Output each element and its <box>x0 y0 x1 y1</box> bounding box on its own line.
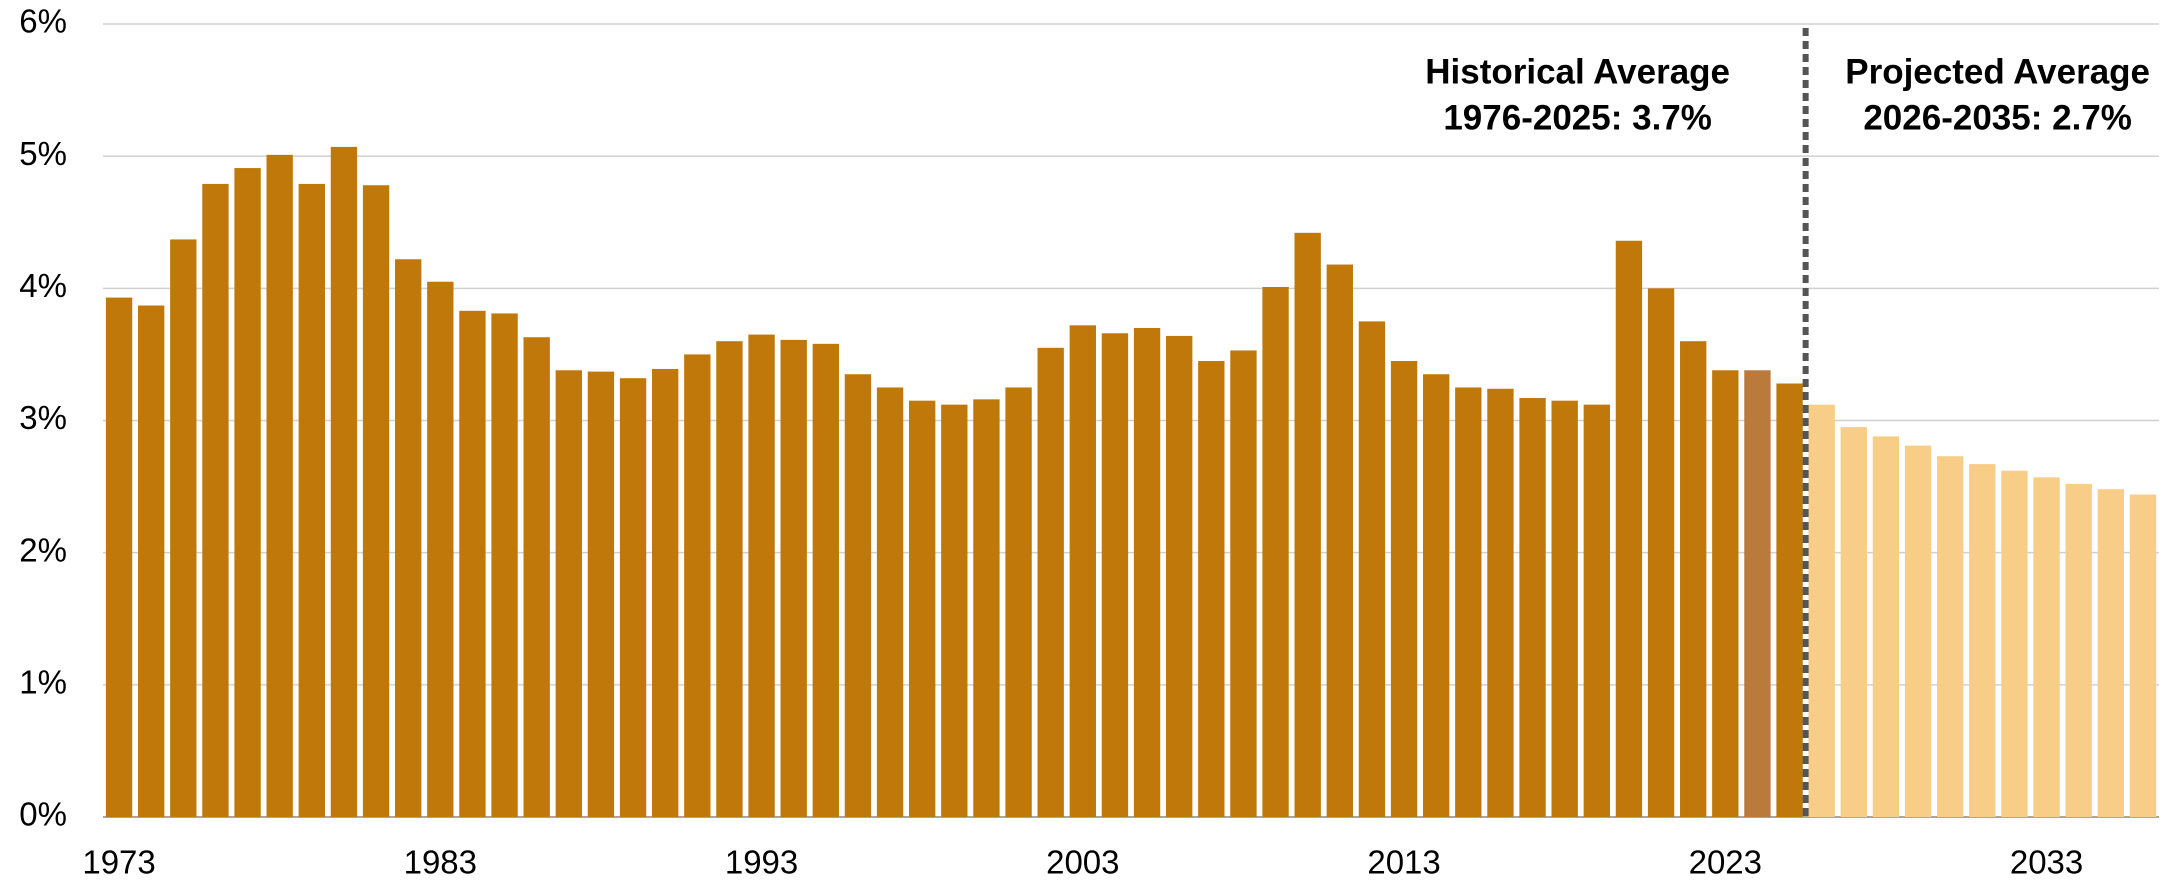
bar <box>1904 445 1932 817</box>
bar <box>1647 288 1675 817</box>
bar <box>2129 494 2157 817</box>
bar <box>395 259 422 817</box>
y-tick-label: 6% <box>19 3 67 40</box>
bar <box>941 404 968 817</box>
bar <box>2001 470 2028 817</box>
bar <box>1262 287 1289 817</box>
bar <box>1423 374 1450 817</box>
bar <box>427 281 454 818</box>
x-tick-label: 1973 <box>82 844 155 881</box>
bar <box>555 370 582 817</box>
bar <box>780 339 807 817</box>
bar <box>1969 464 1996 817</box>
bar <box>2065 483 2092 817</box>
bar <box>1005 387 1032 817</box>
bar <box>2097 489 2124 817</box>
bar <box>491 313 518 817</box>
bar <box>1358 321 1386 817</box>
bar <box>523 337 550 817</box>
bar <box>587 371 615 817</box>
bar <box>266 154 293 818</box>
bar <box>1230 350 1257 817</box>
bar <box>362 185 390 817</box>
bar <box>1037 347 1064 817</box>
bar <box>1808 404 1835 817</box>
y-tick-label: 5% <box>19 135 67 172</box>
bar <box>748 334 775 817</box>
annotation: 1976-2025: 3.7% <box>1443 98 1712 137</box>
bar <box>1294 232 1321 817</box>
bar <box>619 378 647 817</box>
bar <box>1455 387 1482 817</box>
bar <box>1712 370 1739 817</box>
bar <box>1744 370 1771 817</box>
bar <box>1680 341 1707 817</box>
y-tick-label: 4% <box>19 267 67 304</box>
y-tick-label: 3% <box>19 399 67 436</box>
bar <box>973 399 1000 817</box>
annotation: Historical Average <box>1425 52 1730 91</box>
bar <box>1937 456 1964 817</box>
bar <box>170 239 197 818</box>
bar <box>716 341 743 817</box>
bar <box>1872 436 1900 817</box>
y-tick-label: 2% <box>19 531 67 568</box>
y-tick-label: 0% <box>19 796 67 833</box>
bar <box>105 297 133 818</box>
bar <box>1487 388 1514 817</box>
bar <box>1133 327 1161 817</box>
bar <box>138 305 165 817</box>
y-tick-label: 1% <box>19 664 67 701</box>
bar <box>684 354 711 817</box>
annotation: Projected Average <box>1845 52 2150 91</box>
bar <box>459 310 486 817</box>
bar <box>1551 400 1578 817</box>
x-tick-label: 2033 <box>2010 844 2083 881</box>
x-tick-label: 1993 <box>725 844 798 881</box>
bar <box>1069 325 1096 817</box>
bar <box>1390 361 1418 817</box>
bar <box>1101 333 1129 817</box>
bar <box>1615 240 1643 818</box>
bar <box>652 368 679 817</box>
annotation: 2026-2035: 2.7% <box>1863 98 2132 137</box>
bar <box>1840 427 1867 817</box>
bar <box>1583 404 1610 817</box>
bar <box>876 387 904 817</box>
bar <box>1166 335 1193 817</box>
x-tick-label: 2013 <box>1367 844 1440 881</box>
bar <box>2033 477 2060 817</box>
bar <box>909 400 936 817</box>
bar <box>298 183 325 818</box>
bar <box>1326 264 1353 817</box>
bar <box>330 146 358 818</box>
bar <box>1776 383 1803 817</box>
bar <box>812 343 839 817</box>
bar <box>202 183 229 818</box>
bar <box>844 374 872 817</box>
x-tick-label: 1983 <box>404 844 477 881</box>
x-tick-label: 2003 <box>1046 844 1119 881</box>
bar <box>1519 398 1546 817</box>
bar <box>1198 361 1225 817</box>
bar <box>234 168 261 818</box>
x-tick-label: 2023 <box>1689 844 1762 881</box>
